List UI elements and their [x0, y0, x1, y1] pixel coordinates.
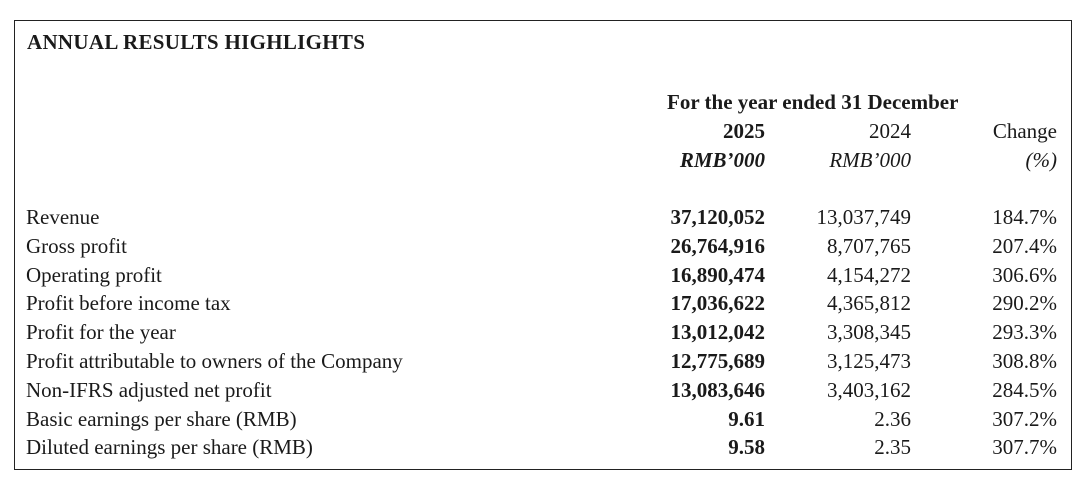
- value-2025: 9.58: [728, 435, 765, 460]
- value-2024: 3,125,473: [827, 348, 911, 373]
- value-2025: 13,083,646: [670, 377, 766, 402]
- value-2025: 12,775,689: [670, 348, 766, 373]
- value-change: 308.8%: [992, 348, 1057, 373]
- row-label: Non-IFRS adjusted net profit: [26, 377, 272, 402]
- value-change: 306.6%: [992, 262, 1057, 287]
- row-label: Revenue: [26, 205, 100, 229]
- row-label: Profit for the year: [26, 320, 176, 345]
- value-change: 307.2%: [992, 406, 1057, 431]
- value-2024: 13,037,749: [816, 205, 912, 229]
- unit-header-2024: RMB’000: [829, 148, 911, 172]
- table-row: Basic earnings per share (RMB) 9.61 2.36…: [15, 405, 1071, 434]
- row-label: Profit attributable to owners of the Com…: [26, 348, 403, 373]
- table-row: Profit before income tax 17,036,622 4,36…: [15, 289, 1071, 318]
- column-header-change: Change: [992, 119, 1057, 143]
- value-change: 307.7%: [992, 435, 1057, 460]
- value-2024: 4,154,272: [827, 262, 911, 287]
- value-2024: 2.36: [874, 406, 911, 431]
- row-label: Operating profit: [26, 262, 162, 287]
- value-2025: 9.61: [728, 406, 765, 431]
- table-row: Profit for the year 13,012,042 3,308,345…: [15, 318, 1071, 347]
- row-label: Profit before income tax: [26, 291, 231, 316]
- value-2024: 8,707,765: [827, 233, 911, 258]
- value-2025: 17,036,622: [670, 291, 766, 316]
- table-row: Gross profit 26,764,916 8,707,765 207.4%: [15, 232, 1071, 261]
- table-row: Operating profit 16,890,474 4,154,272 30…: [15, 261, 1071, 290]
- value-2025: 37,120,052: [670, 205, 766, 229]
- value-2024: 3,308,345: [827, 320, 911, 345]
- column-header-2024: 2024: [869, 119, 911, 143]
- column-header-2025: 2025: [723, 119, 765, 143]
- period-header: For the year ended 31 December: [667, 90, 959, 114]
- results-table-frame: ANNUAL RESULTS HIGHLIGHTS For the year e…: [14, 20, 1072, 470]
- value-2025: 16,890,474: [670, 262, 766, 287]
- table-row: Revenue 37,120,052 13,037,749 184.7%: [15, 203, 1071, 232]
- value-2025: 13,012,042: [670, 320, 766, 345]
- unit-header-2025: RMB’000: [679, 148, 765, 172]
- row-label: Basic earnings per share (RMB): [26, 406, 297, 431]
- value-2024: 2.35: [874, 435, 911, 460]
- table-body: Revenue 37,120,052 13,037,749 184.7% Gro…: [15, 203, 1071, 462]
- table-row: Profit attributable to owners of the Com…: [15, 347, 1071, 376]
- value-change: 184.7%: [992, 205, 1057, 229]
- value-2024: 3,403,162: [827, 377, 911, 402]
- value-change: 207.4%: [992, 233, 1057, 258]
- table-row: Diluted earnings per share (RMB) 9.58 2.…: [15, 433, 1071, 462]
- value-2025: 26,764,916: [670, 233, 766, 258]
- value-change: 293.3%: [992, 320, 1057, 345]
- page-title: ANNUAL RESULTS HIGHLIGHTS: [27, 30, 366, 54]
- table-row: Non-IFRS adjusted net profit 13,083,646 …: [15, 376, 1071, 405]
- value-change: 284.5%: [992, 377, 1057, 402]
- unit-header-change: (%): [1025, 148, 1057, 172]
- value-change: 290.2%: [992, 291, 1057, 316]
- value-2024: 4,365,812: [827, 291, 911, 316]
- row-label: Gross profit: [26, 233, 127, 258]
- row-label: Diluted earnings per share (RMB): [26, 435, 313, 460]
